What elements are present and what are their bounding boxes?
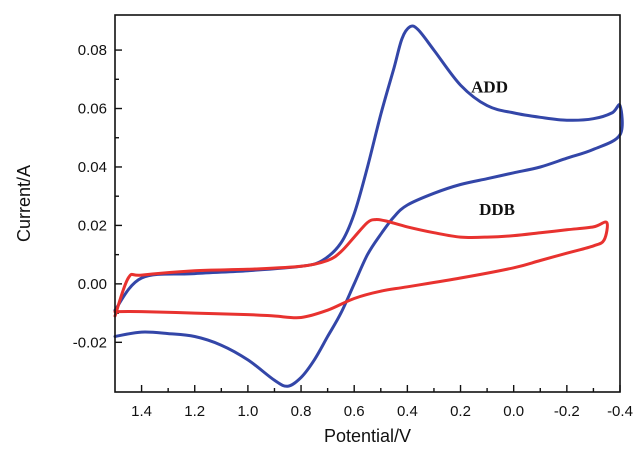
- series-label-add: ADD: [471, 77, 508, 96]
- x-tick-label: -0.4: [607, 403, 633, 420]
- x-axis-ticks: 1.4 1.2 1.0 0.8 0.6 0.4 0.2 0.0 -0.2 -0.4: [131, 385, 633, 420]
- y-tick-label: 0.04: [78, 159, 107, 176]
- y-axis-ticks: -0.02 0.00 0.02 0.04 0.06 0.08: [73, 42, 122, 351]
- x-tick-label: 0.0: [503, 403, 524, 420]
- x-tick-label: 0.6: [344, 403, 365, 420]
- y-axis-title: Current/A: [14, 165, 34, 242]
- series-layer: ADD DDB: [113, 24, 624, 388]
- x-axis-title: Potential/V: [324, 426, 411, 446]
- y-tick-label: 0.06: [78, 101, 107, 118]
- x-tick-label: 1.0: [237, 403, 258, 420]
- series-label-ddb: DDB: [479, 200, 515, 219]
- x-tick-label: 0.4: [397, 403, 418, 420]
- x-tick-label: 0.2: [450, 403, 471, 420]
- series-line-add: [113, 24, 624, 388]
- plot-frame: [114, 14, 621, 393]
- x-tick-label: 1.2: [184, 403, 205, 420]
- x-tick-label: 1.4: [131, 403, 152, 420]
- y-tick-label: 0.08: [78, 42, 107, 59]
- x-tick-label: 0.8: [291, 403, 312, 420]
- series-line-ddb: [113, 218, 609, 320]
- y-tick-label: -0.02: [73, 334, 107, 351]
- y-tick-label: 0.02: [78, 217, 107, 234]
- x-tick-label: -0.2: [554, 403, 580, 420]
- y-tick-label: 0.00: [78, 276, 107, 293]
